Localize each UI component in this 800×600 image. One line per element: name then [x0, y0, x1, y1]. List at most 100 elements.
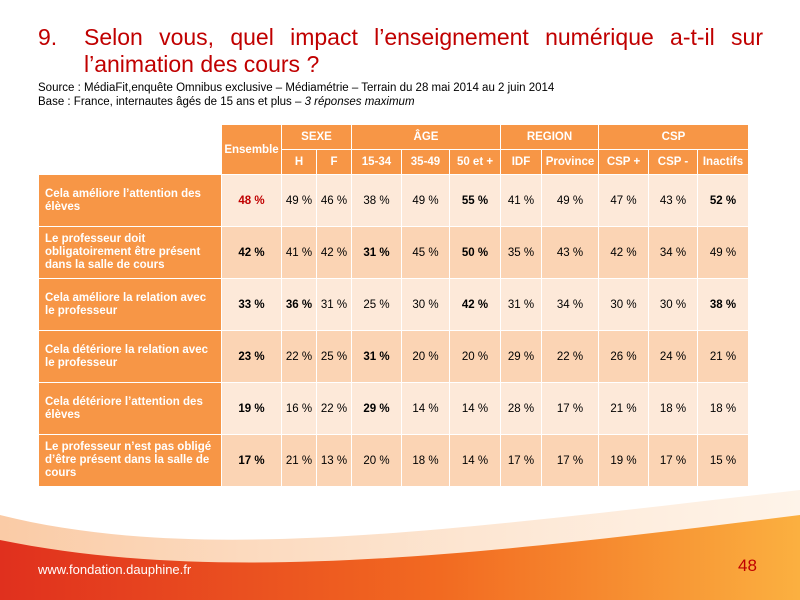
table-row: Le professeur n’est pas obligé d’être pr… — [39, 435, 748, 486]
base-italic: 3 réponses maximum — [304, 96, 415, 108]
cell-value: 18 % — [698, 383, 748, 434]
table-row: Cela détériore la relation avec le profe… — [39, 331, 748, 382]
base-line: Base : France, internautes âgés de 15 an… — [38, 96, 415, 108]
cell-value: 15 % — [698, 435, 748, 486]
subheader-h: H — [282, 150, 316, 174]
cell-value: 31 % — [317, 279, 351, 330]
subheader-province: Province — [542, 150, 598, 174]
cell-ensemble: 17 % — [222, 435, 281, 486]
cell-value: 26 % — [599, 331, 648, 382]
subheader-csp-plus: CSP + — [599, 150, 648, 174]
cell-value: 25 % — [317, 331, 351, 382]
cell-value: 41 % — [501, 175, 541, 226]
cell-value: 30 % — [649, 279, 697, 330]
header-group-sexe: SEXE — [282, 125, 351, 149]
cell-value: 22 % — [282, 331, 316, 382]
cell-value: 52 % — [698, 175, 748, 226]
cell-value: 17 % — [542, 383, 598, 434]
header-ensemble: Ensemble — [222, 125, 281, 174]
cell-value: 47 % — [599, 175, 648, 226]
corner-blank — [39, 125, 221, 174]
title-number: 9. — [38, 24, 58, 50]
row-label: Le professeur doit obligatoirement être … — [39, 227, 221, 278]
cell-value: 35 % — [501, 227, 541, 278]
cell-value: 29 % — [501, 331, 541, 382]
cell-value: 29 % — [352, 383, 401, 434]
cell-value: 21 % — [599, 383, 648, 434]
cell-value: 18 % — [402, 435, 449, 486]
cell-value: 31 % — [352, 227, 401, 278]
cell-value: 28 % — [501, 383, 541, 434]
cell-value: 16 % — [282, 383, 316, 434]
cell-value: 41 % — [282, 227, 316, 278]
cell-value: 38 % — [698, 279, 748, 330]
row-label: Cela améliore l’attention des élèves — [39, 175, 221, 226]
cell-ensemble: 48 % — [222, 175, 281, 226]
cell-ensemble: 19 % — [222, 383, 281, 434]
cell-value: 49 % — [282, 175, 316, 226]
cell-value: 17 % — [501, 435, 541, 486]
cell-value: 31 % — [501, 279, 541, 330]
cell-value: 55 % — [450, 175, 500, 226]
table-row: Cela détériore l’attention des élèves 19… — [39, 383, 748, 434]
subheader-f: F — [317, 150, 351, 174]
cell-value: 14 % — [450, 435, 500, 486]
subheader-idf: IDF — [501, 150, 541, 174]
cell-value: 49 % — [542, 175, 598, 226]
cell-value: 20 % — [352, 435, 401, 486]
row-label: Cela améliore la relation avec le profes… — [39, 279, 221, 330]
table-row: Le professeur doit obligatoirement être … — [39, 227, 748, 278]
cell-value: 34 % — [542, 279, 598, 330]
cell-value: 14 % — [402, 383, 449, 434]
subheader-35-49: 35-49 — [402, 150, 449, 174]
cell-value: 42 % — [317, 227, 351, 278]
subheader-csp-minus: CSP - — [649, 150, 697, 174]
cell-value: 50 % — [450, 227, 500, 278]
cell-value: 14 % — [450, 383, 500, 434]
table-row: Cela améliore la relation avec le profes… — [39, 279, 748, 330]
cell-value: 21 % — [282, 435, 316, 486]
cell-value: 24 % — [649, 331, 697, 382]
footer-url-link[interactable]: www.fondation.dauphine.fr — [38, 562, 192, 577]
header-group-age: ÂGE — [352, 125, 500, 149]
cell-value: 20 % — [450, 331, 500, 382]
cell-value: 36 % — [282, 279, 316, 330]
cell-value: 49 % — [402, 175, 449, 226]
footer-wave-decoration — [0, 490, 800, 600]
cell-ensemble: 33 % — [222, 279, 281, 330]
cell-value: 30 % — [402, 279, 449, 330]
cell-value: 21 % — [698, 331, 748, 382]
row-label: Cela détériore l’attention des élèves — [39, 383, 221, 434]
cell-value: 38 % — [352, 175, 401, 226]
cell-value: 49 % — [698, 227, 748, 278]
subheader-inactifs: Inactifs — [698, 150, 748, 174]
table-row: Cela améliore l’attention des élèves 48 … — [39, 175, 748, 226]
header-group-region: REGION — [501, 125, 598, 149]
title-text: Selon vous, quel impact l’enseignement n… — [84, 24, 763, 77]
cell-value: 17 % — [649, 435, 697, 486]
cell-value: 45 % — [402, 227, 449, 278]
source-line: Source : MédiaFit,enquête Omnibus exclus… — [38, 82, 555, 94]
results-table: Ensemble SEXE ÂGE REGION CSP H F 15-34 3… — [38, 124, 749, 487]
row-label: Le professeur n’est pas obligé d’être pr… — [39, 435, 221, 486]
cell-value: 43 % — [649, 175, 697, 226]
cell-value: 46 % — [317, 175, 351, 226]
cell-value: 22 % — [317, 383, 351, 434]
cell-value: 34 % — [649, 227, 697, 278]
cell-value: 42 % — [599, 227, 648, 278]
cell-ensemble: 23 % — [222, 331, 281, 382]
header-group-csp: CSP — [599, 125, 748, 149]
row-label: Cela détériore la relation avec le profe… — [39, 331, 221, 382]
cell-value: 18 % — [649, 383, 697, 434]
cell-value: 17 % — [542, 435, 598, 486]
cell-ensemble: 42 % — [222, 227, 281, 278]
cell-value: 31 % — [352, 331, 401, 382]
cell-value: 20 % — [402, 331, 449, 382]
cell-value: 25 % — [352, 279, 401, 330]
source-note: Source : MédiaFit,enquête Omnibus exclus… — [38, 81, 554, 109]
subheader-15-34: 15-34 — [352, 150, 401, 174]
cell-value: 42 % — [450, 279, 500, 330]
cell-value: 13 % — [317, 435, 351, 486]
subheader-50-plus: 50 et + — [450, 150, 500, 174]
cell-value: 22 % — [542, 331, 598, 382]
